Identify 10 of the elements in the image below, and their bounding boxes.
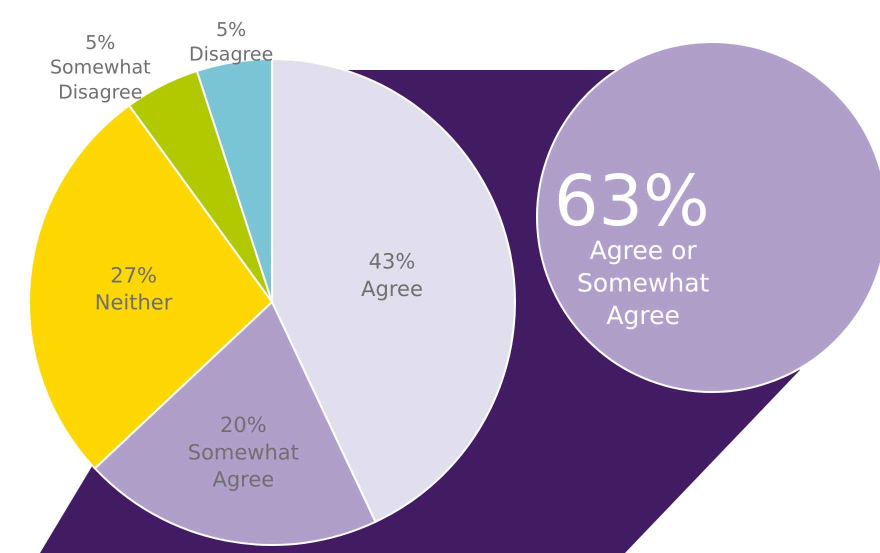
slice-label: Disagree <box>189 44 274 66</box>
slice-label: Somewhat Disagree <box>50 56 151 104</box>
slice-label: Agree <box>361 276 423 301</box>
data-label: 27% <box>110 263 157 288</box>
data-label: 5% <box>216 19 246 41</box>
slice-label: Neither <box>94 290 173 315</box>
slice-label: Somewhat Agree <box>188 440 299 492</box>
data-label: 5% <box>85 32 116 54</box>
data-label: 20% <box>220 413 267 438</box>
data-label: 43% <box>368 250 416 274</box>
